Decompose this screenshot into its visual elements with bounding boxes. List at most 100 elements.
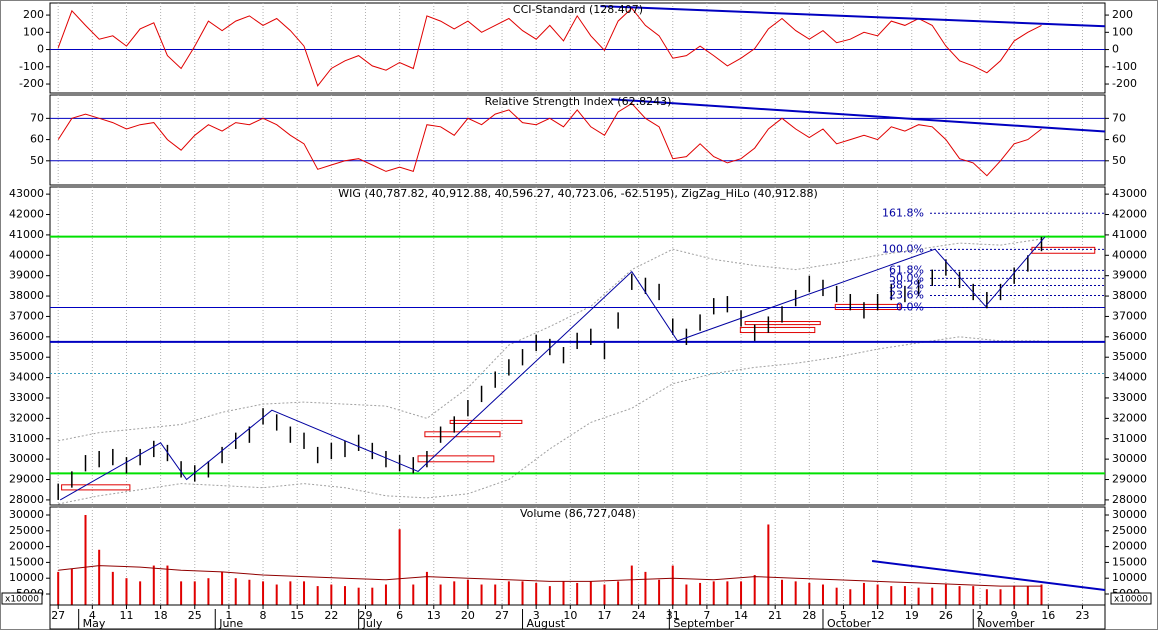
bollinger-band	[58, 336, 1042, 505]
volume-bar	[876, 584, 879, 605]
x-tick-label: 9	[1011, 609, 1018, 622]
month-label: August	[527, 617, 566, 630]
y-tick-label-right: 42000	[1112, 208, 1147, 221]
support-box	[424, 431, 501, 438]
volume-bar	[412, 584, 415, 605]
y-tick-label: 25000	[9, 524, 44, 537]
month-label: October	[827, 617, 871, 630]
fib-label: 161.8%	[882, 206, 924, 219]
volume-bar	[753, 575, 756, 605]
y-tick-label-right: 28000	[1112, 493, 1147, 506]
x-tick-label: 14	[734, 609, 748, 622]
y-tick-label: 29000	[9, 473, 44, 486]
y-tick-label: -100	[19, 60, 44, 73]
x-tick-label: 20	[461, 609, 475, 622]
y-tick-label-right: 60	[1112, 133, 1126, 146]
y-tick-label-right: 33000	[1112, 391, 1147, 404]
volume-bar	[139, 581, 142, 605]
volume-bar	[862, 582, 865, 605]
volume-bar	[944, 584, 947, 605]
y-tick-label-right: 20000	[1112, 540, 1147, 553]
x-tick-label: 29	[358, 609, 372, 622]
volume-bar	[521, 581, 524, 605]
volume-bar	[548, 586, 551, 605]
volume-bar	[289, 581, 292, 605]
month-label: July	[362, 617, 383, 630]
volume-bar	[644, 571, 647, 605]
volume-bar	[425, 571, 428, 605]
volume-bar	[767, 524, 770, 605]
volume-bar	[166, 565, 169, 605]
x-tick-label: 2	[977, 609, 984, 622]
month-label: November	[977, 617, 1035, 630]
volume-bar	[1040, 584, 1043, 605]
volume-bar	[603, 584, 606, 605]
y-tick-label: 41000	[9, 228, 44, 241]
y-tick-label-right: 29000	[1112, 473, 1147, 486]
panel-title: CCI-Standard (128.407)	[513, 3, 643, 16]
volume-bar	[917, 587, 920, 605]
volume-bar	[480, 584, 483, 605]
fib-label: 38.2%	[889, 278, 924, 291]
fib-label: 100.0%	[882, 242, 924, 255]
trendline	[611, 98, 1105, 133]
volume-bar	[712, 581, 715, 605]
y-tick-label-right: 10000	[1112, 571, 1147, 584]
y-tick-label: 38000	[9, 289, 44, 302]
y-tick-label: 35000	[9, 350, 44, 363]
volume-bar	[357, 587, 360, 605]
volume-bar	[958, 586, 961, 605]
unit-box	[1, 592, 43, 605]
support-box	[739, 326, 816, 334]
volume-bar	[453, 581, 456, 605]
x-tick-label: 27	[51, 609, 65, 622]
volume-bar	[111, 571, 114, 605]
y-tick-label-right: 40000	[1112, 248, 1147, 261]
y-tick-label-right: 34000	[1112, 371, 1147, 384]
y-tick-label: 100	[23, 25, 44, 38]
fib-label: 23.6%	[889, 288, 924, 301]
fib-label: 50.0%	[889, 271, 924, 284]
x-tick-label: 22	[324, 609, 338, 622]
volume-average	[58, 565, 1042, 587]
x-tick-label: 13	[427, 609, 441, 622]
x-tick-label: 3	[533, 609, 540, 622]
volume-bar	[180, 581, 183, 605]
y-tick-label-right: 36000	[1112, 330, 1147, 343]
y-tick-label: 43000	[9, 187, 44, 200]
bollinger-band	[58, 238, 1042, 442]
volume-bar	[808, 582, 811, 605]
trendline	[871, 560, 1105, 591]
x-tick-label: 26	[939, 609, 953, 622]
y-tick-label: 36000	[9, 330, 44, 343]
volume-bar	[821, 584, 824, 605]
y-tick-label: 28000	[9, 493, 44, 506]
unit-box-right	[1110, 592, 1152, 605]
trendline	[600, 5, 1105, 28]
volume-bar	[781, 579, 784, 605]
indicator-line	[57, 7, 1042, 87]
volume-bar	[835, 587, 838, 605]
volume-bar	[384, 584, 387, 605]
volume-bar	[125, 578, 128, 605]
volume-bar	[98, 549, 101, 605]
x-tick-label: 15	[290, 609, 304, 622]
x-tick-label: 12	[871, 609, 885, 622]
y-tick-label: 32000	[9, 411, 44, 424]
volume-bar	[562, 581, 565, 605]
x-tick-label: 25	[188, 609, 202, 622]
x-tick-label: 24	[632, 609, 646, 622]
y-tick-label: 31000	[9, 432, 44, 445]
y-tick-label: 40000	[9, 248, 44, 261]
volume-bar	[1013, 586, 1016, 605]
y-tick-label-right: 35000	[1112, 350, 1147, 363]
y-tick-label: 200	[23, 8, 44, 21]
month-label: May	[83, 617, 106, 630]
y-tick-label-right: -100	[1112, 60, 1137, 73]
y-tick-label-right: 200	[1112, 8, 1133, 21]
panel-content	[57, 507, 1105, 605]
month-label: September	[673, 617, 734, 630]
volume-bar	[931, 587, 934, 605]
volume-bar	[671, 565, 674, 605]
